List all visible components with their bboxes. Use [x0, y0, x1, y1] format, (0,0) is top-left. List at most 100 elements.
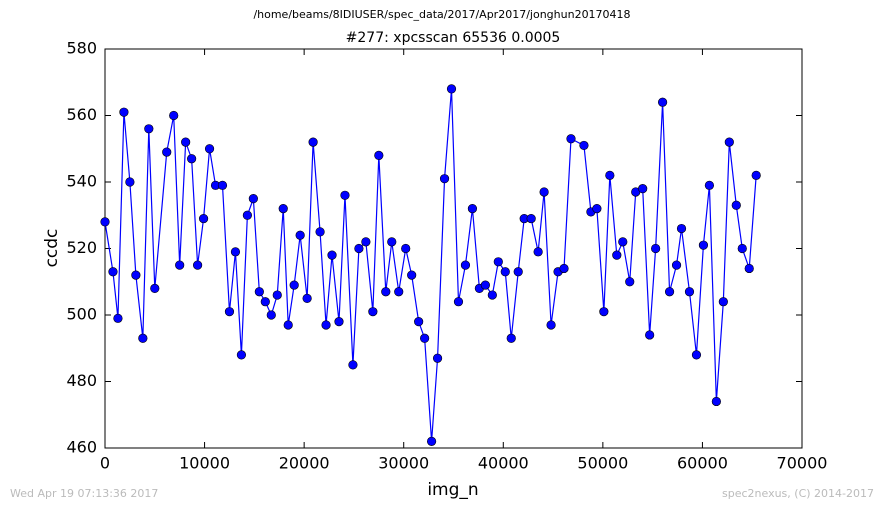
data-point [289, 280, 299, 290]
data-point [100, 217, 110, 227]
data-point [737, 243, 747, 254]
y-tick-label: 480 [66, 371, 97, 390]
data-point [242, 210, 252, 220]
data-point [283, 320, 293, 330]
data-point [295, 230, 305, 240]
data-point [539, 187, 549, 197]
data-point [138, 333, 148, 343]
data-point [420, 333, 430, 343]
data-point [368, 307, 378, 317]
data-point [308, 137, 318, 147]
data-point [108, 267, 118, 277]
data-point [599, 307, 609, 317]
footer-left: Wed Apr 19 07:13:36 2017 [10, 487, 158, 500]
data-point [272, 290, 282, 300]
series-line [104, 88, 757, 442]
data-point [487, 290, 497, 300]
data-point [432, 353, 443, 363]
data-point [691, 350, 702, 360]
data-point [684, 287, 695, 297]
data-point [348, 360, 358, 370]
data-point [334, 317, 344, 327]
data-point [618, 237, 628, 247]
data-point [651, 243, 661, 254]
data-point [260, 297, 270, 307]
data-point [711, 396, 721, 407]
x-tick-label: 70000 [777, 454, 828, 473]
data-point [605, 170, 615, 180]
x-tick-label: 0 [100, 454, 110, 473]
data-point [407, 270, 417, 280]
chart-title: #277: xpcsscan 65536 0.0005 [346, 30, 561, 46]
data-point [671, 260, 682, 270]
data-point [579, 140, 589, 151]
data-point [612, 250, 622, 260]
x-tick-label: 60000 [677, 454, 728, 473]
x-tick-label: 10000 [179, 454, 230, 473]
data-point [302, 293, 312, 303]
data-point [125, 177, 135, 187]
data-point [546, 320, 556, 330]
data-point [254, 287, 264, 297]
data-point [493, 257, 503, 267]
y-tick-label: 540 [66, 172, 97, 191]
y-tick-label: 460 [66, 438, 97, 457]
data-point [381, 287, 391, 297]
data-point [638, 184, 648, 194]
data-point [374, 150, 384, 160]
x-tick-label: 40000 [478, 454, 529, 473]
y-tick-label: 500 [66, 305, 97, 324]
suptitle: /home/beams/8IDIUSER/spec_data/2017/Apr2… [253, 8, 630, 21]
data-point [480, 280, 490, 290]
y-tick-label: 520 [66, 238, 97, 257]
data-point [278, 204, 288, 214]
data-point [315, 227, 325, 237]
data-point [506, 333, 516, 343]
x-tick-label: 20000 [279, 454, 330, 473]
data-point [394, 287, 404, 297]
data-point [119, 107, 129, 117]
data-point [625, 277, 635, 287]
data-point [664, 287, 675, 297]
data-point [460, 260, 471, 270]
data-point [566, 134, 576, 144]
data-point [698, 240, 709, 250]
data-point [327, 250, 337, 260]
data-point [187, 154, 197, 164]
data-point [169, 110, 179, 121]
data-point [217, 180, 228, 190]
data-point [718, 297, 728, 307]
data-point [361, 237, 371, 247]
data-point [657, 97, 668, 107]
data-point [401, 243, 411, 254]
data-point [321, 320, 331, 330]
data-point [676, 223, 687, 234]
data-point [144, 124, 154, 134]
data-point [162, 147, 172, 157]
data-point [340, 190, 350, 200]
data-point [724, 137, 734, 147]
data-point [704, 180, 714, 190]
y-axis-label: ccdc [42, 229, 62, 268]
data-point [354, 243, 364, 254]
data-point [113, 313, 123, 323]
data-point [198, 213, 209, 224]
data-point [181, 137, 191, 147]
data-point [592, 204, 602, 214]
data-point [204, 144, 215, 154]
data-point [731, 200, 741, 210]
data-point [526, 213, 536, 224]
data-point [175, 260, 185, 270]
data-point [387, 237, 397, 247]
data-point [224, 307, 235, 317]
data-point [467, 204, 478, 214]
data-point [414, 317, 424, 327]
data-point [446, 84, 457, 94]
data-point [559, 263, 569, 274]
data-point [193, 260, 203, 270]
data-point [248, 194, 258, 204]
x-tick-label: 30000 [378, 454, 429, 473]
data-point [500, 267, 510, 277]
data-point [266, 310, 276, 320]
data-point [513, 267, 523, 277]
